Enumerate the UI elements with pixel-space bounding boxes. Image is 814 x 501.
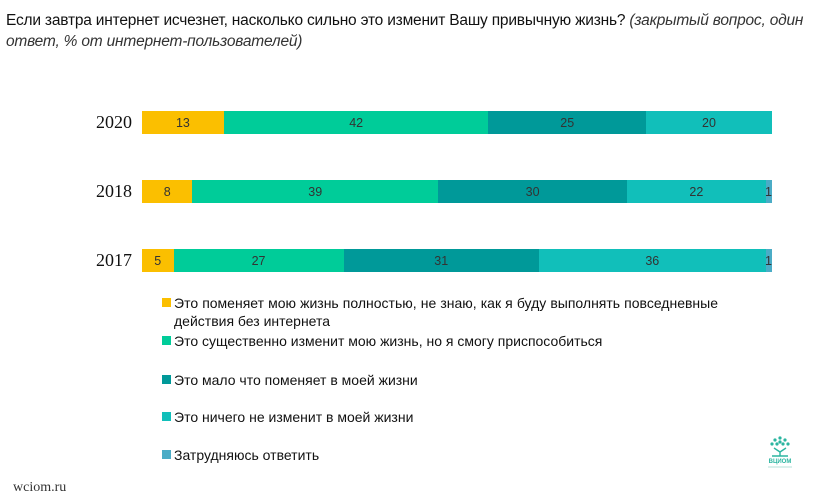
legend-swatch bbox=[162, 375, 171, 384]
legend-label: Это мало что поменяет в моей жизни bbox=[174, 372, 418, 388]
question-note: (закрытый вопрос, один ответ, % от интер… bbox=[6, 12, 804, 50]
bar-segment: 1 bbox=[765, 249, 772, 272]
legend-label: Это ничего не изменит в моей жизни bbox=[174, 409, 414, 425]
bar-segment: 1 bbox=[765, 180, 772, 203]
bar-row-2017: 2017 5 27 31 36 1 bbox=[0, 249, 814, 272]
legend-label: Это существенно изменит мою жизнь, но я … bbox=[174, 333, 603, 349]
legend-swatch bbox=[162, 336, 171, 345]
bar-segment: 8 bbox=[142, 180, 193, 203]
bar-segment: 22 bbox=[627, 180, 766, 203]
bar-segment: 20 bbox=[645, 111, 772, 134]
site-url: wciom.ru bbox=[13, 480, 67, 495]
bar-segment: 36 bbox=[538, 249, 766, 272]
bar-row-2018: 2018 8 39 30 22 1 bbox=[0, 180, 814, 203]
svg-text:ВЦИОМ: ВЦИОМ bbox=[769, 459, 792, 465]
bar-segment: 5 bbox=[142, 249, 174, 272]
bar-segment: 30 bbox=[438, 180, 628, 203]
chart-title: Если завтра интернет исчезнет, насколько… bbox=[6, 10, 806, 52]
legend-swatch bbox=[162, 412, 171, 421]
stacked-bar: 13 42 25 20 bbox=[142, 111, 772, 134]
stacked-bar: 8 39 30 22 1 bbox=[142, 180, 772, 203]
year-label: 2018 bbox=[96, 181, 132, 201]
legend-label: Затрудняюсь ответить bbox=[174, 447, 320, 463]
bar-segment: 42 bbox=[223, 111, 489, 134]
stacked-bar: 5 27 31 36 1 bbox=[142, 249, 772, 272]
legend-swatch bbox=[162, 298, 171, 307]
bar-row-2020: 2020 13 42 25 20 bbox=[0, 111, 814, 134]
bar-segment: 13 bbox=[142, 111, 224, 134]
year-label: 2017 bbox=[96, 250, 132, 270]
bar-segment: 27 bbox=[173, 249, 344, 272]
bar-segment: 25 bbox=[488, 111, 646, 134]
bar-segment: 39 bbox=[192, 180, 439, 203]
legend-label: Это поменяет мою жизнь полностью, не зна… bbox=[174, 295, 718, 329]
wciom-logo-icon: ВЦИОМ bbox=[768, 436, 792, 468]
legend-swatch bbox=[162, 450, 171, 459]
bar-segment: 31 bbox=[343, 249, 539, 272]
question-text: Если завтра интернет исчезнет, насколько… bbox=[6, 12, 626, 29]
year-label: 2020 bbox=[96, 112, 132, 132]
